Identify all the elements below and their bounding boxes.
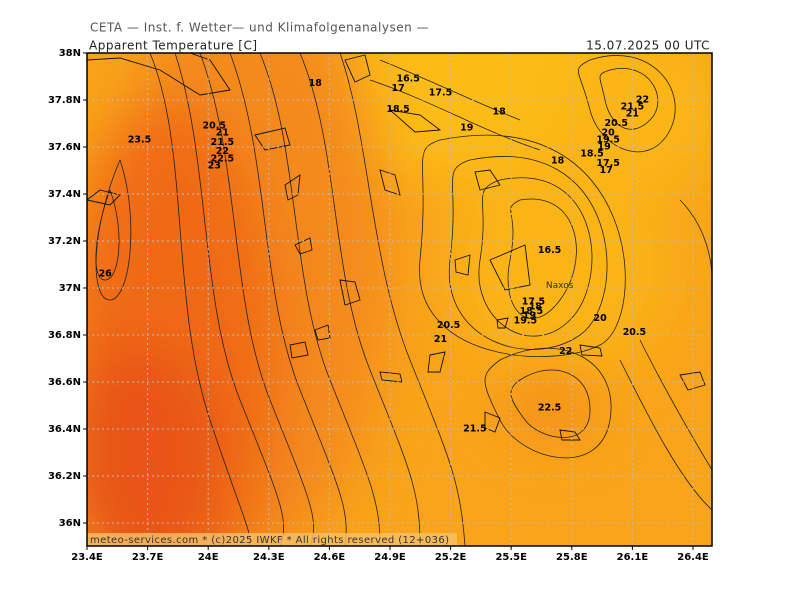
contour-label: 20.5 bbox=[437, 320, 460, 331]
contour-label: 18 bbox=[309, 78, 323, 89]
contour-label: 18.5 bbox=[520, 306, 543, 317]
x-tick-label: 23.7E bbox=[132, 552, 164, 563]
contour-label: 17.5 bbox=[429, 87, 452, 98]
contour-label: 22 bbox=[636, 95, 649, 106]
y-tick-label: 37.4N bbox=[48, 189, 81, 200]
contour-label: 16.5 bbox=[396, 73, 419, 84]
y-tick-label: 38N bbox=[59, 48, 81, 59]
contour-label: 19.5 bbox=[596, 134, 619, 145]
plot-frame bbox=[86, 52, 713, 547]
map-date: 15.07.2025 00 UTC bbox=[586, 39, 710, 53]
contour-label: 22 bbox=[559, 346, 572, 357]
contour-label: 18 bbox=[529, 301, 543, 312]
x-tick-label: 26.1E bbox=[617, 552, 649, 563]
contour-label: 20.5 bbox=[623, 327, 646, 338]
y-tick-label: 37.2N bbox=[48, 236, 81, 247]
x-tick-label: 24.9E bbox=[374, 552, 406, 563]
contour-label: 21 bbox=[626, 109, 639, 120]
footer-band bbox=[87, 533, 457, 546]
contour-label: 20 bbox=[593, 313, 607, 324]
y-tick-label: 37.8N bbox=[48, 95, 81, 106]
x-tick-label: 24.3E bbox=[253, 552, 285, 563]
contour-label: 17 bbox=[391, 83, 404, 94]
y-tick-label: 36N bbox=[59, 518, 81, 529]
contour-label: 26 bbox=[99, 268, 113, 279]
contour-label: 20 bbox=[602, 127, 616, 138]
field: 18 16.517 17.518.5 18192221.52120.52019.519… bbox=[87, 53, 712, 546]
contour-label: 21.5 bbox=[463, 424, 486, 435]
x-tick-label: 26.4E bbox=[677, 552, 709, 563]
y-tick-label: 36.4N bbox=[48, 424, 81, 435]
contour-label: 17 bbox=[600, 165, 613, 176]
contour-label: 21.5 bbox=[621, 102, 644, 113]
contour-label: 21 bbox=[434, 334, 447, 345]
contour-label: 19 bbox=[523, 311, 536, 322]
x-tick-label: 23.4E bbox=[71, 552, 103, 563]
contour-label: 21 bbox=[216, 127, 229, 138]
contour-label: 19 bbox=[598, 142, 611, 153]
header: CETA — Inst. f. Wetter— und Klimafolgena… bbox=[90, 21, 429, 35]
contour-label: 18 bbox=[492, 106, 506, 117]
coastlines bbox=[87, 53, 706, 441]
contour-label: 20.5 bbox=[605, 118, 628, 129]
contour-label: 22.5 bbox=[538, 402, 561, 413]
x-tick-label: 25.2E bbox=[435, 552, 467, 563]
contour-label: 17.5 bbox=[522, 297, 545, 308]
y-tick-label: 37N bbox=[59, 283, 81, 294]
contours bbox=[95, 53, 712, 546]
contour-label: 20.5 bbox=[203, 120, 226, 131]
contour-label: 23.5 bbox=[128, 134, 151, 145]
map-title: Apparent Temperature [C] bbox=[89, 39, 258, 53]
x-tick-label: 24E bbox=[198, 552, 219, 563]
contour-label: 18 bbox=[551, 156, 565, 167]
x-tick-label: 25.5E bbox=[495, 552, 527, 563]
place-name: Naxos bbox=[546, 281, 574, 291]
contour-label: 19.5 bbox=[514, 315, 537, 326]
contour-label: 18.5 bbox=[386, 104, 409, 115]
y-tick-label: 36.2N bbox=[48, 471, 81, 482]
contour-label: 21.5 bbox=[211, 137, 234, 148]
contour-label: 22 bbox=[216, 146, 229, 157]
y-tick-label: 36.6N bbox=[48, 377, 81, 388]
contour-label: 22.5 bbox=[211, 153, 234, 164]
contour-label: 19 bbox=[460, 123, 473, 134]
x-tick-label: 25.8E bbox=[556, 552, 588, 563]
contour-label: 17.5 bbox=[596, 158, 619, 169]
x-tick-label: 24.6E bbox=[314, 552, 346, 563]
contour-label: 23 bbox=[208, 160, 221, 171]
contour-label: 16.5 bbox=[538, 245, 561, 256]
title-band bbox=[87, 39, 712, 53]
y-tick-label: 36.8N bbox=[48, 330, 81, 341]
footer: meteo-services.com * (c)2025 IWKF * All … bbox=[90, 535, 449, 546]
y-tick-label: 37.6N bbox=[48, 142, 81, 153]
contour-label: 18.5 bbox=[580, 149, 603, 160]
